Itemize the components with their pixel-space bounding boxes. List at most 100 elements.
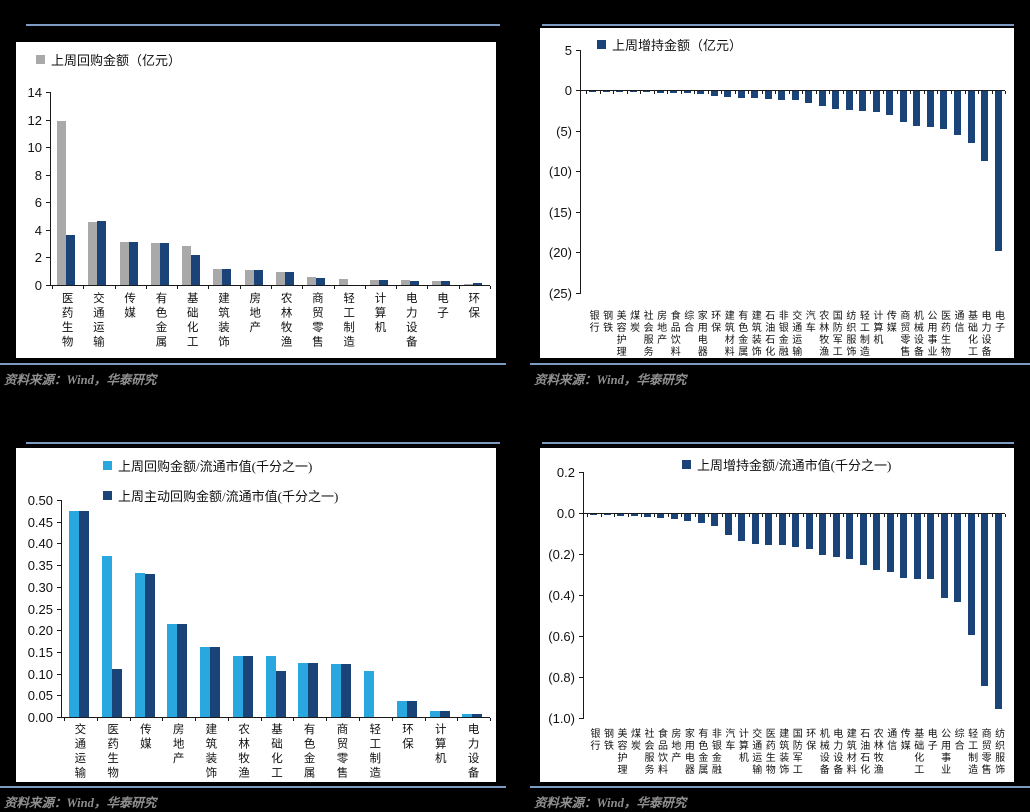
x-axis-tick-mark (762, 514, 764, 517)
category-label: 国防军工 (790, 728, 802, 776)
category-label: 家用电器 (695, 310, 707, 358)
bar (845, 91, 853, 110)
category-label: 机械设备 (911, 310, 923, 358)
category-label: 通信 (952, 310, 963, 334)
category-label: 计算机 (736, 728, 748, 764)
bar (819, 514, 827, 555)
bar (737, 91, 745, 99)
y-axis-tick-label: 0.30 (27, 579, 53, 595)
y-axis-tick-mark (579, 677, 583, 678)
bar (872, 91, 880, 113)
source-divider-line (0, 363, 506, 365)
y-axis-tick-mark (46, 147, 50, 149)
y-axis-tick-label: 0.25 (27, 601, 53, 617)
category-label: 房地产 (248, 292, 261, 336)
bar (805, 91, 813, 104)
category-label: 家用电器 (682, 728, 694, 776)
x-axis-tick-mark (842, 91, 844, 94)
x-axis-line (50, 285, 490, 286)
y-axis-tick-label: 0.20 (27, 623, 53, 639)
bar (617, 514, 624, 516)
bar (751, 514, 759, 544)
x-axis-tick-mark (978, 91, 979, 94)
y-axis-tick-label: 2 (34, 250, 42, 266)
y-axis-tick-mark (579, 636, 583, 637)
x-axis-tick-mark (735, 514, 737, 517)
category-label: 社会服务 (642, 728, 653, 776)
category-label: 机械设备 (817, 728, 829, 776)
x-axis-tick-mark (680, 91, 682, 94)
x-axis-tick-mark (897, 514, 899, 517)
category-label: 商贸零售 (335, 723, 348, 781)
category-label: 医药生物 (60, 292, 73, 350)
bar (97, 220, 107, 285)
x-axis-tick-mark (458, 286, 460, 289)
y-axis-tick-label: 14 (27, 84, 42, 100)
x-axis-tick-mark (260, 718, 262, 721)
x-axis-line (61, 717, 490, 718)
bar (298, 662, 309, 718)
x-axis-tick-mark (83, 286, 85, 289)
category-label: 轻工制造 (368, 723, 381, 781)
category-label: 国防军工 (830, 310, 842, 358)
bar (710, 91, 718, 96)
category-label: 汽车 (722, 728, 734, 752)
bar (859, 91, 867, 111)
x-axis-tick-mark (694, 514, 696, 517)
bar (144, 574, 155, 717)
chart-panel-weekly-holding-increase-to-float-cap: 上周增持金额/流通市值(千分之一) 0.2 0.0 (0.2) (0.4) (0.6) (0… (540, 448, 1014, 782)
bar (57, 120, 66, 285)
category-label: 美容护理 (615, 728, 626, 776)
category-label: 传媒 (138, 723, 151, 752)
bar (462, 713, 473, 717)
source-note: 资料来源：Wind，华泰研究 (4, 792, 156, 811)
x-axis-tick-mark (600, 514, 602, 517)
category-label: 农林牧渔 (816, 310, 828, 358)
bar (832, 91, 840, 109)
y-axis-line (580, 49, 581, 294)
x-axis-tick-mark (627, 514, 629, 517)
x-axis-tick-mark (391, 718, 393, 721)
y-axis-tick-mark (57, 651, 61, 653)
x-axis-tick-mark (613, 91, 614, 94)
y-axis-tick-label: 0.15 (27, 644, 53, 660)
bar (463, 283, 473, 285)
category-label: 传媒 (884, 310, 896, 334)
category-label: 电力设备 (830, 728, 842, 776)
legend-swatch (36, 55, 45, 64)
x-axis-tick-mark (721, 91, 723, 94)
source-note: 资料来源：Wind，华泰研究 (534, 792, 686, 811)
x-axis-tick-mark (64, 718, 65, 721)
category-label: 环保 (708, 310, 720, 334)
x-axis-tick-mark (708, 514, 710, 517)
bar (630, 514, 638, 516)
bar (926, 91, 934, 128)
category-label: 轻工制造 (965, 728, 977, 776)
bar (629, 91, 637, 92)
bar (927, 514, 935, 579)
bar (307, 277, 317, 285)
bar (616, 91, 623, 92)
x-axis-tick-mark (586, 91, 587, 94)
source-divider-line (530, 786, 1030, 788)
y-axis-tick-label: (25) (548, 285, 572, 301)
x-axis-tick-mark (457, 718, 459, 721)
y-axis-line (583, 472, 584, 719)
source-note-text: 资料来源：Wind，华泰研究 (534, 796, 687, 810)
y-axis-tick-label: 0.00 (27, 710, 53, 725)
bar (805, 514, 813, 549)
bar (940, 514, 948, 598)
x-axis-tick-mark (829, 514, 831, 517)
y-axis-tick-mark (576, 171, 580, 172)
y-axis-tick-mark (46, 202, 50, 204)
x-axis-tick-mark (114, 286, 116, 289)
x-axis-tick-mark (302, 286, 304, 289)
category-label: 电子 (435, 292, 448, 321)
y-axis-tick-mark (57, 521, 61, 523)
source-note-text: 资料来源：Wind，华泰研究 (4, 373, 157, 387)
category-label: 电子 (925, 728, 937, 752)
chart-legend: 上周回购金额（亿元） (36, 50, 181, 80)
x-axis-tick-mark (951, 514, 953, 517)
bar (244, 269, 254, 285)
category-label: 医药生物 (763, 728, 775, 776)
